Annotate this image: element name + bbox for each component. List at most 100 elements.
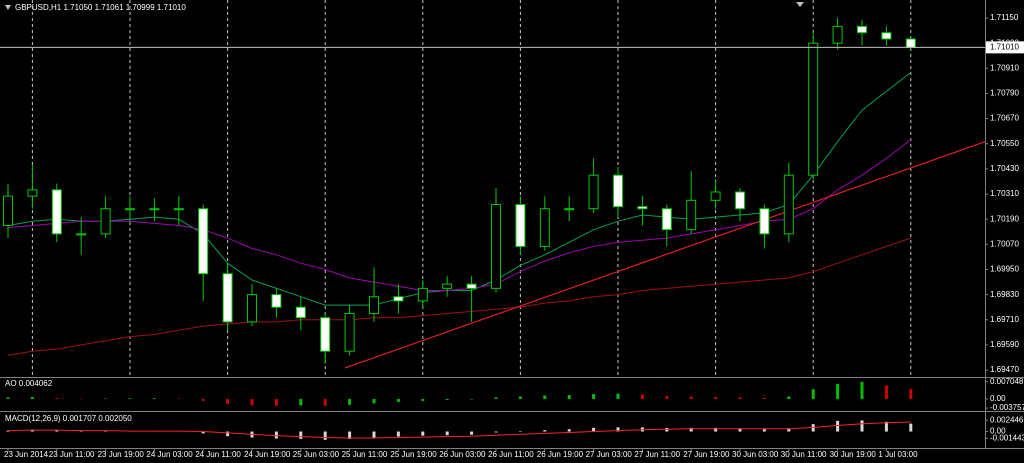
y-tick-label: 1.69710 bbox=[990, 315, 1019, 324]
candle-body bbox=[564, 208, 575, 211]
candle-body bbox=[686, 199, 697, 231]
candle-body bbox=[344, 313, 355, 352]
x-tick-label: 27 Jun 03:00 bbox=[586, 450, 633, 459]
histogram-bar bbox=[616, 393, 620, 399]
candle-body bbox=[515, 204, 526, 247]
candle-body bbox=[393, 296, 404, 302]
histogram-bar bbox=[714, 427, 718, 432]
histogram-bar bbox=[30, 397, 34, 399]
histogram-bar bbox=[592, 394, 596, 399]
histogram-bar bbox=[201, 398, 205, 401]
candle-body bbox=[491, 204, 501, 289]
histogram-bar bbox=[396, 398, 400, 402]
histogram-bar bbox=[152, 398, 156, 399]
y-tick-label: -0.003757 bbox=[990, 403, 1024, 412]
candle-body bbox=[51, 189, 62, 235]
x-tick-label: 23 Jun 11:00 bbox=[49, 450, 95, 459]
candle-body bbox=[3, 195, 13, 226]
histogram-bar bbox=[299, 398, 303, 406]
histogram-bar bbox=[470, 431, 474, 435]
histogram-bar bbox=[665, 396, 669, 399]
y-tick-label: 0.007048 bbox=[990, 377, 1024, 386]
histogram-bar bbox=[250, 398, 254, 406]
candle-body bbox=[271, 294, 282, 308]
shift-marker bbox=[796, 2, 804, 7]
y-tick-label: 1.70310 bbox=[990, 189, 1019, 198]
histogram-bar bbox=[348, 431, 352, 439]
histogram-bar bbox=[884, 385, 888, 399]
histogram-bar bbox=[860, 420, 864, 432]
y-tick-label: 1.70790 bbox=[990, 89, 1019, 98]
histogram-bar bbox=[79, 398, 83, 400]
x-tick-label: 30 Jun 19:00 bbox=[830, 450, 877, 459]
candle-body bbox=[27, 189, 38, 197]
histogram-bar bbox=[445, 398, 449, 400]
histogram-bar bbox=[884, 421, 888, 432]
histogram-bar bbox=[226, 431, 230, 437]
y-tick-label: 1.70190 bbox=[990, 214, 1019, 223]
candle-body bbox=[857, 25, 867, 34]
histogram-bar bbox=[787, 428, 791, 432]
candle-body bbox=[100, 208, 111, 235]
histogram-bar bbox=[79, 431, 83, 432]
candle-body bbox=[417, 287, 428, 302]
histogram-bar bbox=[714, 397, 718, 399]
histogram-bar bbox=[762, 429, 766, 432]
histogram-bar bbox=[494, 397, 498, 399]
candle-body bbox=[735, 191, 745, 210]
candle-body bbox=[149, 208, 160, 211]
x-tick-label: 26 Jun 19:00 bbox=[537, 450, 584, 459]
current-price-label: 1.71010 bbox=[990, 42, 1019, 51]
x-tick-label: 30 Jun 03:00 bbox=[732, 450, 779, 459]
histogram-bar bbox=[689, 427, 693, 432]
x-tick-label: 26 Jun 03:00 bbox=[439, 450, 486, 459]
histogram-bar bbox=[30, 429, 34, 432]
trendline bbox=[344, 141, 986, 369]
candle-body bbox=[905, 38, 916, 48]
histogram-bar bbox=[689, 396, 693, 399]
histogram-bar bbox=[616, 427, 620, 432]
candle-body bbox=[808, 42, 819, 176]
y-tick-label: 1.70550 bbox=[990, 139, 1019, 148]
histogram-bar bbox=[567, 429, 571, 432]
histogram-bar bbox=[104, 398, 108, 399]
y-tick-label: 1.69830 bbox=[990, 290, 1019, 299]
candle-body bbox=[832, 25, 843, 44]
current-price-box bbox=[986, 41, 1024, 54]
indicator-title: MACD(12,26,9) 0.001707 0.002050 bbox=[5, 414, 132, 423]
histogram-bar bbox=[738, 428, 742, 432]
histogram-bar bbox=[201, 431, 205, 434]
histogram-bar bbox=[372, 431, 376, 438]
x-tick-label: 24 Jun 19:00 bbox=[244, 450, 291, 459]
candle-body bbox=[125, 208, 135, 211]
candle-body bbox=[759, 208, 770, 235]
x-tick-label: 23 Jun 2014 bbox=[4, 450, 49, 459]
y-tick-label: 0.002446 bbox=[990, 415, 1024, 424]
candle-body bbox=[222, 273, 233, 323]
indicator-line bbox=[7, 237, 911, 356]
y-tick-label: 1.70070 bbox=[990, 239, 1019, 248]
histogram-bar bbox=[518, 431, 522, 432]
histogram-bar bbox=[811, 389, 815, 399]
histogram-bar bbox=[55, 430, 59, 432]
symbol-icon bbox=[5, 5, 11, 10]
candle-body bbox=[247, 294, 257, 323]
x-tick-label: 26 Jun 11:00 bbox=[488, 450, 534, 459]
y-tick-label: 1.71150 bbox=[990, 13, 1019, 22]
histogram-bar bbox=[372, 398, 376, 404]
x-tick-label: 25 Jun 03:00 bbox=[293, 450, 340, 459]
x-tick-label: 27 Jun 11:00 bbox=[634, 450, 680, 459]
x-tick-label: 24 Jun 03:00 bbox=[146, 450, 193, 459]
histogram-bar bbox=[836, 420, 840, 432]
candle-body bbox=[320, 317, 331, 352]
y-tick-label: 1.69950 bbox=[990, 265, 1019, 274]
x-tick-label: 1 Jul 03:00 bbox=[878, 450, 918, 459]
candle-body bbox=[173, 208, 184, 211]
histogram-bar bbox=[909, 389, 913, 399]
histogram-bar bbox=[494, 431, 498, 433]
candle-body bbox=[881, 32, 892, 40]
x-tick-label: 23 Jun 19:00 bbox=[98, 450, 145, 459]
histogram-bar bbox=[470, 398, 474, 400]
